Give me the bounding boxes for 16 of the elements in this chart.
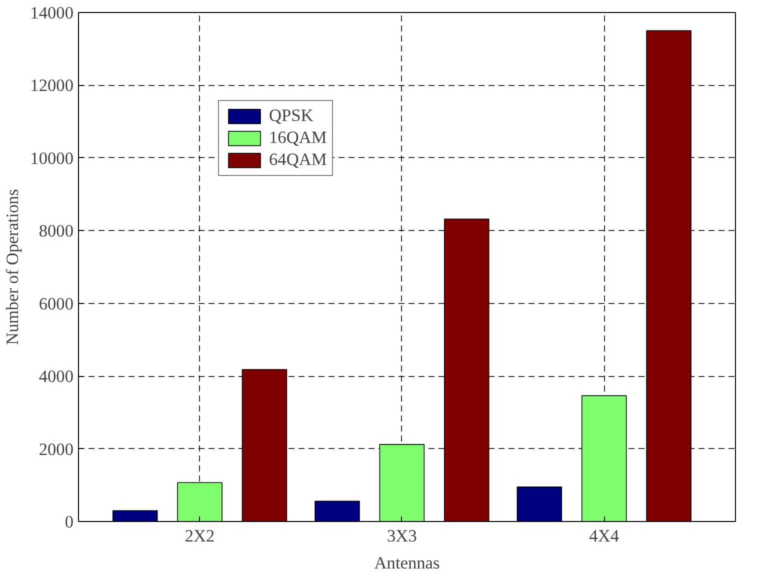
y-tick-label: 2000 xyxy=(38,440,74,459)
x-axis-title: Antennas xyxy=(374,554,440,572)
y-tick-label: 14000 xyxy=(30,4,74,22)
legend-label: 16QAM xyxy=(269,128,327,148)
y-tick-label: 12000 xyxy=(30,76,74,96)
x-tick-label: 4X4 xyxy=(589,526,620,546)
y-tick-label: 10000 xyxy=(30,148,74,168)
y-tick-label: 8000 xyxy=(38,222,74,241)
x-tick-label: 3X3 xyxy=(387,526,417,546)
legend-label: 64QAM xyxy=(269,150,327,170)
legend-label: QPSK xyxy=(269,106,314,126)
y-tick-label: 0 xyxy=(64,512,74,532)
y-axis-title: Number of Operations xyxy=(3,188,22,345)
y-tick-label: 4000 xyxy=(38,367,74,386)
y-tick-label: 6000 xyxy=(38,294,74,314)
x-tick-label: 2X2 xyxy=(184,526,215,546)
